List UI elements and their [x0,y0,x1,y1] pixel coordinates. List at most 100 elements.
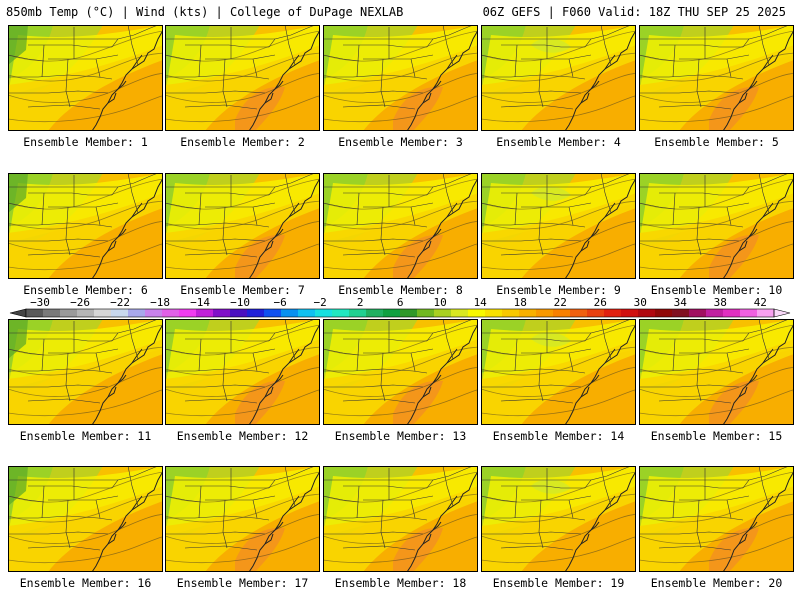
height-contour [165,493,320,523]
state-border [639,222,744,228]
state-border [165,90,266,94]
state-border [48,495,119,501]
colorbar-swatch [111,309,129,317]
temperature-map [481,466,636,572]
height-contour [323,324,478,356]
coastline [248,470,320,572]
ensemble-panel: Ensemble Member: 16 [8,466,163,590]
state-border [658,398,732,404]
state-border [426,319,474,342]
temperature-map [8,173,163,279]
height-contour [165,200,320,230]
state-border [268,173,316,196]
state-border [165,222,270,228]
state-border [111,25,159,48]
state-border [481,515,586,521]
state-border [184,398,258,404]
ensemble-member-label: Ensemble Member: 13 [334,429,467,443]
state-border [481,202,518,210]
colorbar-tick-label: −26 [70,296,90,309]
coastline [248,29,320,131]
height-contour [323,513,478,544]
coastline [580,54,616,104]
temperature-map [481,319,636,425]
state-border [165,515,270,521]
state-border [28,338,112,342]
height-contour [481,52,636,82]
state-border [165,368,270,374]
state-border [442,466,454,507]
colorbar-tick-label: 18 [514,296,527,309]
height-contour [165,52,320,82]
state-border [222,352,228,402]
state-border [584,25,632,48]
colorbar-tick-label: 30 [634,296,647,309]
state-border [127,25,139,66]
ensemble-member-label: Ensemble Member: 4 [496,135,621,149]
height-contour [481,366,636,397]
colorbar-tick-label: 38 [714,296,727,309]
state-border [758,466,770,507]
state-border [184,252,258,258]
state-border [27,104,101,110]
state-border [323,90,424,94]
coastline [722,323,794,425]
state-border [323,202,360,210]
state-border [380,352,386,402]
height-contour [639,95,794,122]
temperature-map [8,466,163,572]
state-border [639,531,740,535]
state-border [323,384,424,388]
coastline [107,495,143,545]
coastline [264,54,300,104]
height-contour [481,243,636,270]
state-border [639,515,744,521]
coastline [91,470,163,572]
state-border [184,104,258,110]
state-border [481,531,582,535]
height-contour [8,72,163,103]
height-contour [165,536,320,563]
state-border [343,192,427,196]
state-border [284,319,296,360]
ensemble-member-label: Ensemble Member: 7 [180,283,305,297]
state-border [185,44,269,48]
state-border [184,545,258,551]
state-border [185,192,269,196]
model-run-info: 06Z GEFS | F060 Valid: 18Z THU SEP 25 20… [482,5,786,19]
state-border [323,348,360,356]
height-contour [8,346,163,376]
state-border [165,54,202,62]
state-border [323,515,428,521]
height-contour [481,471,636,503]
colorbar-tick-label: 10 [434,296,447,309]
state-border [222,206,228,256]
ensemble-member-label: Ensemble Member: 18 [334,576,467,590]
state-border [8,531,109,535]
height-contour [481,30,636,62]
state-border [639,202,676,210]
height-contour [639,30,794,62]
colorbar-swatch [519,309,537,317]
state-border [343,485,427,489]
state-border [742,173,790,196]
state-border [639,368,744,374]
state-border [410,352,416,372]
state-border [323,238,424,242]
state-border [500,545,574,551]
coastline [248,177,320,279]
state-border [48,348,119,354]
height-contour [165,243,320,270]
ensemble-member-label: Ensemble Member: 8 [338,283,463,297]
height-contour [639,178,794,210]
height-contour [481,389,636,416]
state-border [696,352,702,402]
temperature-map [8,319,163,425]
colorbar-tick-label: −10 [230,296,250,309]
ensemble-panel: Ensemble Member: 3 [323,25,478,149]
height-contour [481,536,636,563]
state-border [65,206,71,256]
state-border [284,466,296,507]
coastline [91,323,163,425]
state-border [758,319,770,360]
